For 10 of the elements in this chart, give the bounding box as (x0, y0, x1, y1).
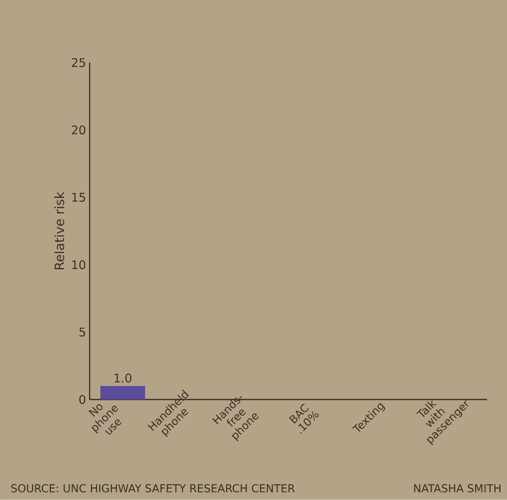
y-tick-label: 10 (72, 260, 86, 270)
y-tick-label: 25 (72, 58, 86, 68)
data-label: 1.0 (114, 374, 132, 383)
y-axis-title: Relative risk (54, 192, 64, 270)
source-note: SOURCE: UNC HIGHWAY SAFETY RESEARCH CENTER (11, 484, 295, 492)
y-tick-label: 0 (79, 395, 86, 404)
y-tick-label: 20 (72, 126, 86, 135)
text: NATASHA SMITH (414, 484, 500, 492)
y-tick-label: 15 (72, 192, 86, 202)
y-tick-label: 5 (79, 328, 86, 337)
